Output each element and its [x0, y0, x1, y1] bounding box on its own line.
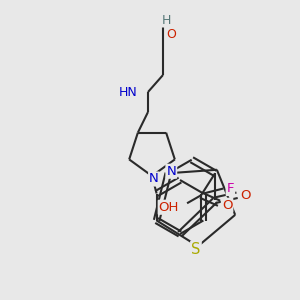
Text: S: S	[191, 242, 201, 257]
Text: OH: OH	[159, 201, 179, 214]
Text: O: O	[222, 199, 232, 212]
Text: N: N	[149, 172, 159, 185]
Text: HN: HN	[119, 85, 138, 98]
Text: F: F	[226, 182, 234, 195]
Text: H: H	[161, 14, 171, 26]
Text: O: O	[166, 28, 176, 41]
Text: O: O	[240, 189, 250, 202]
Text: N: N	[167, 165, 176, 178]
